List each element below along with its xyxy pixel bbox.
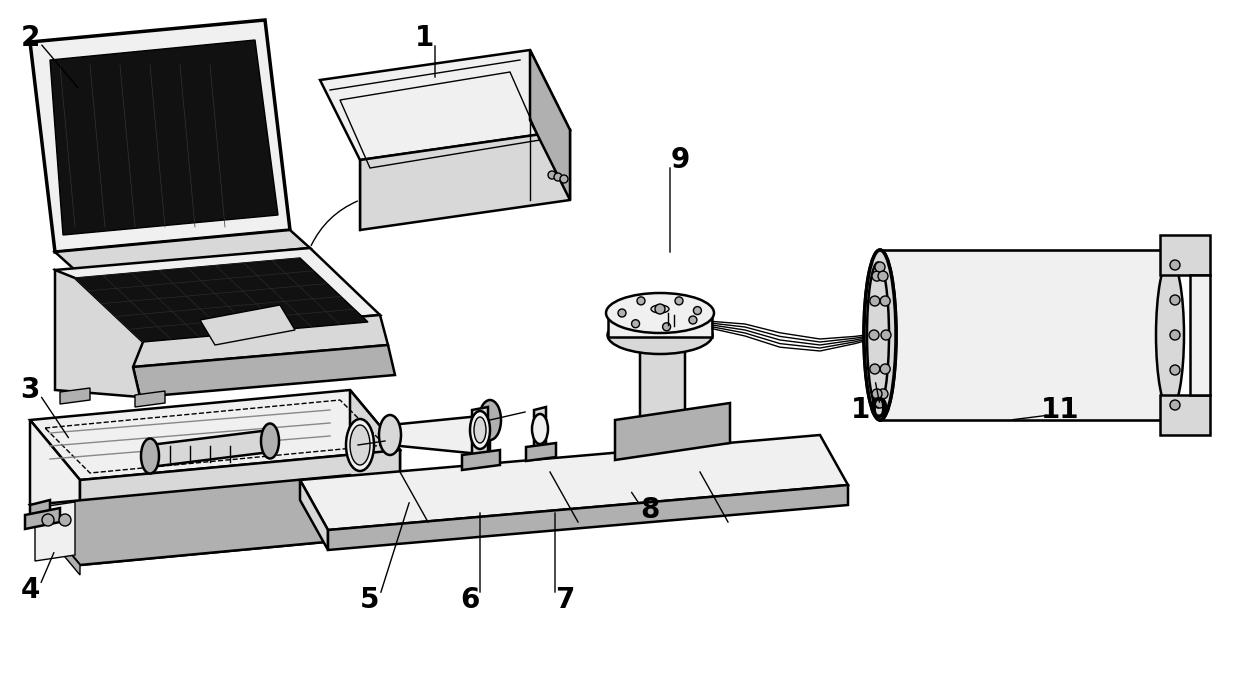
Polygon shape <box>360 130 570 230</box>
Ellipse shape <box>864 250 897 420</box>
Polygon shape <box>608 315 712 337</box>
Polygon shape <box>529 50 570 200</box>
Ellipse shape <box>350 425 370 465</box>
Polygon shape <box>534 407 546 453</box>
Polygon shape <box>300 435 848 530</box>
Circle shape <box>875 398 885 408</box>
Text: 6: 6 <box>460 586 480 614</box>
Circle shape <box>554 173 562 181</box>
Ellipse shape <box>651 305 670 313</box>
Circle shape <box>875 262 885 272</box>
Circle shape <box>548 171 556 179</box>
Circle shape <box>1171 400 1180 410</box>
Polygon shape <box>60 388 91 404</box>
Ellipse shape <box>474 417 486 443</box>
Ellipse shape <box>470 411 490 449</box>
Polygon shape <box>1159 395 1210 435</box>
Circle shape <box>880 364 890 374</box>
Ellipse shape <box>479 400 501 440</box>
Circle shape <box>655 304 665 314</box>
Circle shape <box>878 389 888 399</box>
Polygon shape <box>200 305 295 345</box>
Text: 1: 1 <box>415 24 435 52</box>
Text: 2: 2 <box>20 24 40 52</box>
Text: 10: 10 <box>851 396 889 424</box>
Circle shape <box>1171 365 1180 375</box>
Ellipse shape <box>867 262 889 407</box>
Ellipse shape <box>608 316 713 354</box>
Polygon shape <box>329 485 848 550</box>
Polygon shape <box>30 420 81 565</box>
Text: 5: 5 <box>361 586 379 614</box>
Polygon shape <box>55 230 310 270</box>
Ellipse shape <box>532 414 548 444</box>
Circle shape <box>880 296 890 306</box>
Circle shape <box>693 306 702 315</box>
Polygon shape <box>1159 235 1210 275</box>
Polygon shape <box>133 345 396 397</box>
Polygon shape <box>526 443 556 461</box>
Polygon shape <box>30 390 401 480</box>
Polygon shape <box>81 450 401 565</box>
Circle shape <box>869 364 880 374</box>
Polygon shape <box>35 502 74 561</box>
Circle shape <box>42 514 55 526</box>
Polygon shape <box>472 407 489 460</box>
Circle shape <box>637 297 645 305</box>
Polygon shape <box>640 327 684 433</box>
Circle shape <box>689 316 697 324</box>
Polygon shape <box>391 415 490 455</box>
Circle shape <box>1171 295 1180 305</box>
Text: 4: 4 <box>20 576 40 604</box>
Polygon shape <box>30 20 290 252</box>
Polygon shape <box>463 450 500 470</box>
Polygon shape <box>30 475 401 565</box>
Circle shape <box>618 309 626 317</box>
Polygon shape <box>30 500 50 520</box>
Polygon shape <box>74 258 368 342</box>
Ellipse shape <box>864 250 897 420</box>
Circle shape <box>560 175 568 183</box>
Polygon shape <box>25 508 60 529</box>
Circle shape <box>872 271 882 281</box>
Polygon shape <box>55 270 143 397</box>
Polygon shape <box>1190 275 1210 395</box>
Text: 9: 9 <box>671 146 689 174</box>
Circle shape <box>869 296 880 306</box>
Circle shape <box>662 323 671 331</box>
Ellipse shape <box>379 415 401 455</box>
Circle shape <box>869 330 879 340</box>
Polygon shape <box>615 403 730 460</box>
Polygon shape <box>30 505 81 575</box>
Polygon shape <box>150 430 270 467</box>
Text: 7: 7 <box>556 586 574 614</box>
Polygon shape <box>880 250 1171 420</box>
Text: 11: 11 <box>1040 396 1079 424</box>
Circle shape <box>631 319 640 328</box>
Polygon shape <box>320 50 570 160</box>
Polygon shape <box>50 40 278 235</box>
Polygon shape <box>135 391 165 407</box>
Polygon shape <box>55 248 379 337</box>
Ellipse shape <box>141 439 159 473</box>
Polygon shape <box>125 315 388 367</box>
Ellipse shape <box>346 419 374 471</box>
Polygon shape <box>300 480 329 550</box>
Polygon shape <box>350 390 401 535</box>
Ellipse shape <box>606 293 714 333</box>
Circle shape <box>675 297 683 305</box>
Ellipse shape <box>260 424 279 458</box>
Text: 3: 3 <box>20 376 40 404</box>
Circle shape <box>878 271 888 281</box>
Circle shape <box>1171 330 1180 340</box>
Text: 8: 8 <box>640 496 660 524</box>
Circle shape <box>880 330 892 340</box>
Circle shape <box>1171 260 1180 270</box>
Ellipse shape <box>1156 260 1184 410</box>
Circle shape <box>60 514 71 526</box>
Circle shape <box>872 389 882 399</box>
